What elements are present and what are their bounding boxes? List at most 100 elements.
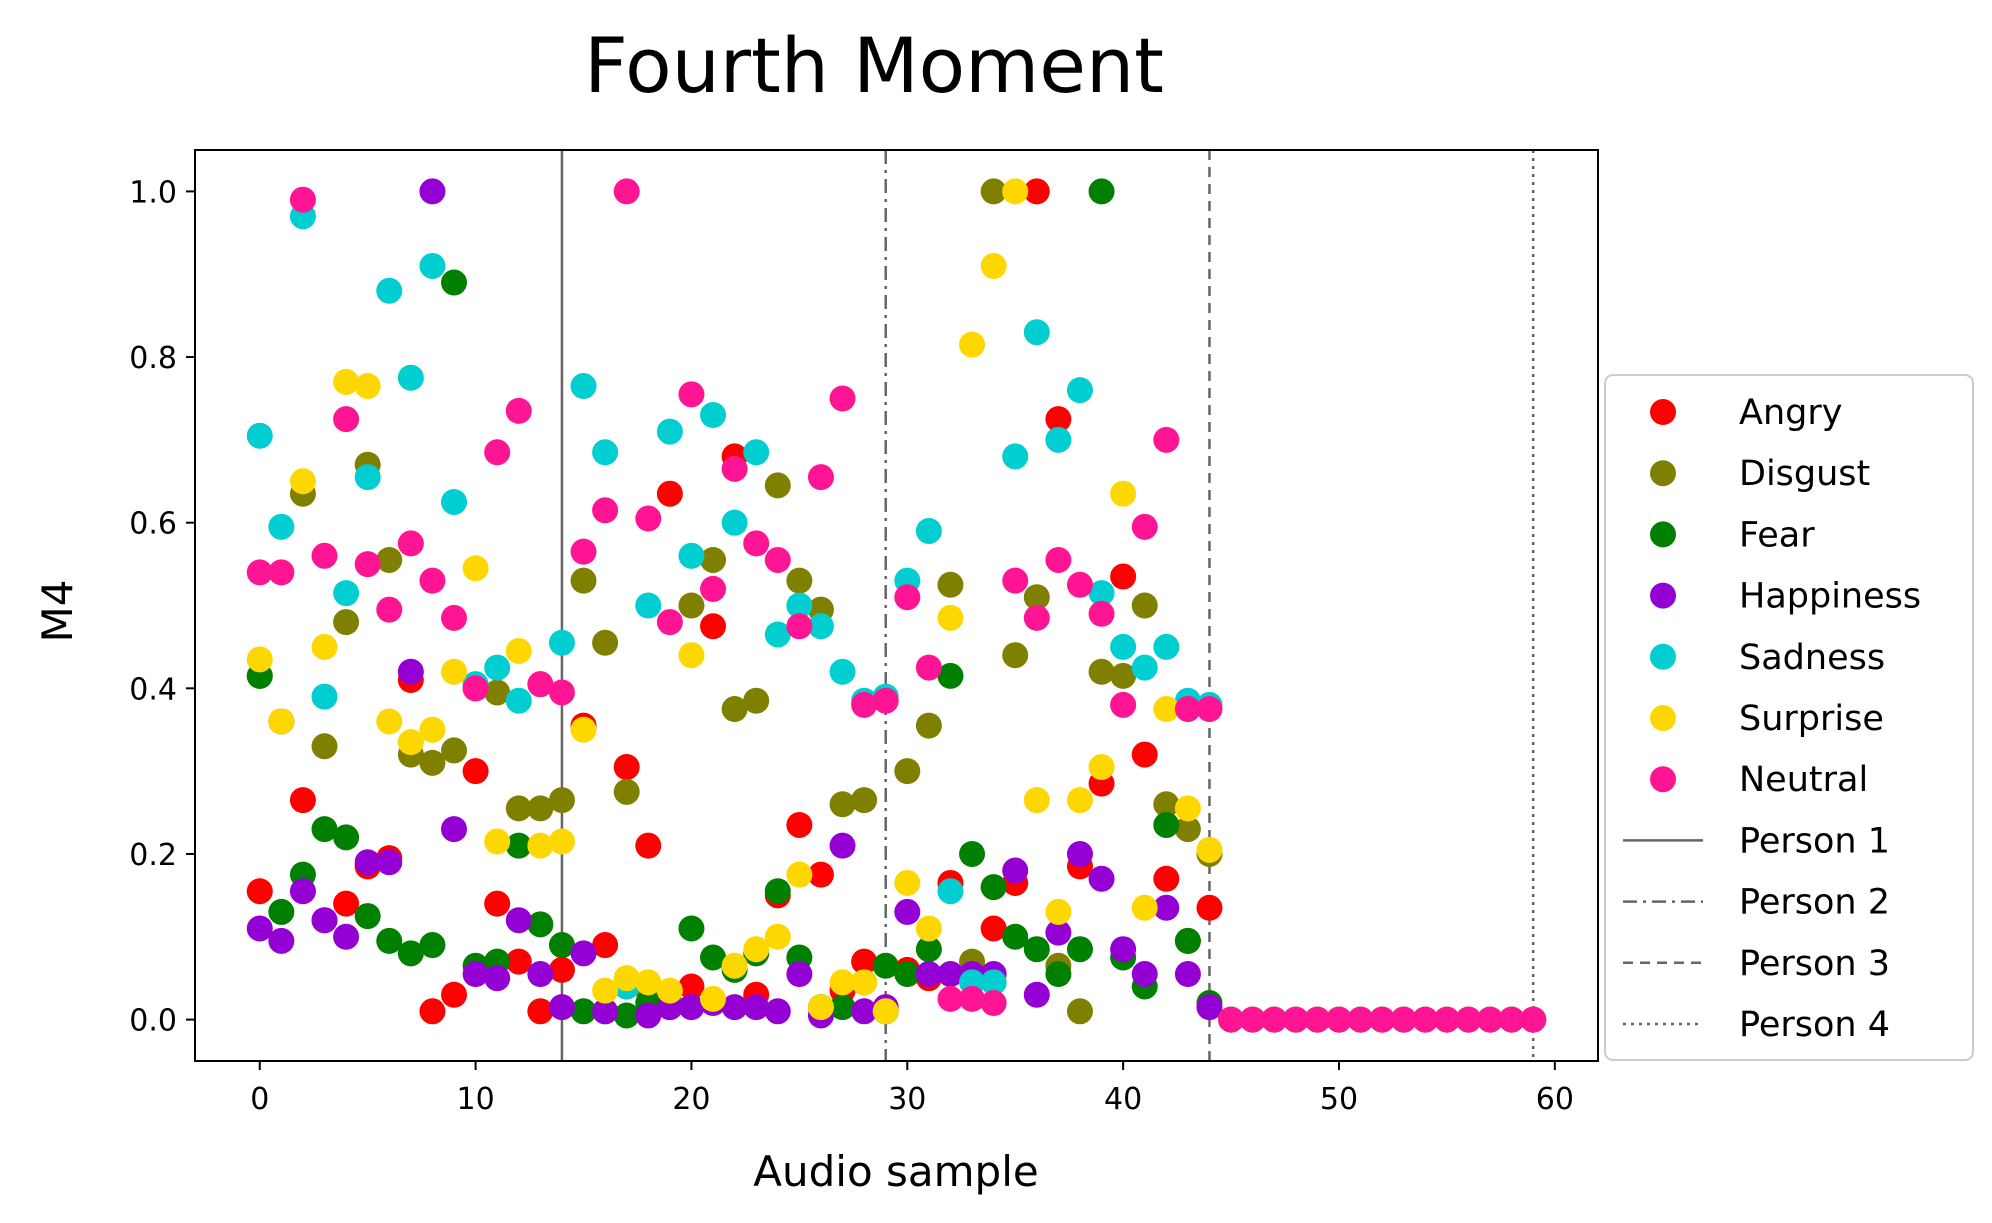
point-happiness-31 (915, 961, 942, 988)
point-sadness-38 (1066, 377, 1093, 404)
point-sadness-39 (1088, 580, 1115, 607)
point-surprise-44 (1196, 836, 1223, 863)
point-disgust-20 (678, 592, 705, 619)
point-neutral-17 (613, 178, 640, 205)
point-fear-36 (1023, 936, 1050, 963)
point-disgust-31 (915, 712, 942, 739)
point-angry-4 (333, 890, 360, 917)
point-happiness-30 (894, 898, 921, 925)
point-happiness-14 (548, 994, 575, 1021)
point-fear-7 (397, 940, 424, 967)
point-neutral-15 (570, 538, 597, 565)
point-disgust-41 (1131, 592, 1158, 619)
point-disgust-4 (333, 609, 360, 636)
point-sadness-6 (376, 277, 403, 304)
point-fear-30 (894, 961, 921, 988)
point-fear-21 (700, 944, 727, 971)
point-sadness-40 (1110, 633, 1137, 660)
point-surprise-42 (1153, 696, 1180, 723)
point-happiness-0 (246, 915, 273, 942)
point-neutral-25 (786, 613, 813, 640)
point-happiness-32 (937, 961, 964, 988)
point-surprise-11 (484, 828, 511, 855)
point-neutral-0 (246, 559, 273, 586)
legend-label-sadness: Sadness (1739, 638, 1885, 678)
x-tick-label: 0 (250, 1082, 269, 1117)
point-fear-32 (937, 662, 964, 689)
point-happiness-20 (678, 994, 705, 1021)
legend-marker-happiness (1650, 582, 1676, 609)
point-happiness-10 (462, 961, 489, 988)
point-neutral-31 (915, 654, 942, 681)
point-neutral-6 (376, 596, 403, 623)
legend-marker-disgust (1650, 460, 1676, 487)
point-sadness-25 (786, 592, 813, 619)
point-sadness-12 (505, 687, 532, 714)
point-angry-0 (246, 878, 273, 905)
point-fear-9 (441, 269, 468, 296)
point-surprise-31 (915, 915, 942, 942)
point-fear-5 (354, 903, 381, 930)
y-tick-label: 0.6 (129, 507, 177, 542)
point-neutral-16 (592, 497, 619, 524)
point-disgust-25 (786, 567, 813, 594)
point-happiness-3 (311, 907, 338, 934)
point-fear-39 (1088, 178, 1115, 205)
point-neutral-14 (548, 679, 575, 706)
point-disgust-24 (764, 472, 791, 499)
point-sadness-5 (354, 464, 381, 491)
point-happiness-18 (635, 1002, 662, 1029)
point-neutral-32 (937, 985, 964, 1012)
point-disgust-32 (937, 571, 964, 598)
point-neutral-34 (980, 990, 1007, 1017)
point-happiness-44 (1196, 994, 1223, 1021)
point-sadness-21 (700, 402, 727, 429)
point-happiness-35 (1002, 857, 1029, 884)
point-surprise-16 (592, 977, 619, 1004)
point-neutral-24 (764, 546, 791, 573)
point-surprise-3 (311, 633, 338, 660)
point-neutral-18 (635, 505, 662, 532)
point-surprise-39 (1088, 753, 1115, 780)
point-neutral-10 (462, 675, 489, 702)
point-disgust-12 (505, 795, 532, 822)
point-happiness-22 (721, 994, 748, 1021)
point-disgust-21 (700, 546, 727, 573)
point-fear-42 (1153, 811, 1180, 838)
point-happiness-7 (397, 658, 424, 685)
point-neutral-28 (851, 691, 878, 718)
y-tick-label: 0.8 (129, 341, 177, 376)
point-neutral-9 (441, 604, 468, 631)
point-happiness-12 (505, 907, 532, 934)
point-happiness-9 (441, 816, 468, 843)
series-neutral (246, 178, 1547, 1033)
plot-frame (194, 149, 1599, 1062)
point-fear-12 (505, 832, 532, 859)
point-angry-10 (462, 758, 489, 785)
series-angry (246, 178, 1547, 1033)
point-fear-3 (311, 816, 338, 843)
point-neutral-21 (700, 575, 727, 602)
point-fear-13 (527, 911, 554, 938)
point-surprise-28 (851, 969, 878, 996)
legend-marker-sadness (1650, 643, 1676, 670)
x-tick-label: 20 (672, 1082, 710, 1117)
point-surprise-6 (376, 708, 403, 735)
point-angry-41 (1131, 741, 1158, 768)
series-disgust (246, 178, 1547, 1033)
point-angry-11 (484, 890, 511, 917)
point-sadness-27 (829, 658, 856, 685)
point-neutral-5 (354, 551, 381, 578)
point-disgust-23 (743, 687, 770, 714)
point-sadness-24 (764, 621, 791, 648)
legend-marker-fear (1650, 521, 1676, 548)
point-fear-43 (1174, 927, 1201, 954)
point-fear-6 (376, 927, 403, 954)
point-neutral-4 (333, 406, 360, 433)
point-neutral-13 (527, 671, 554, 698)
point-neutral-1 (268, 559, 295, 586)
point-fear-31 (915, 936, 942, 963)
point-angry-37 (1045, 406, 1072, 433)
point-disgust-42 (1153, 791, 1180, 818)
